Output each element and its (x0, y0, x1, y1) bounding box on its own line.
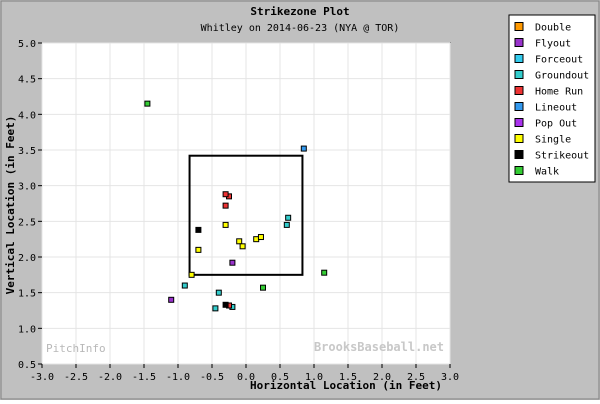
y-tick-labels: 0.5 1.0 1.5 2.0 2.5 3.0 3.5 4.0 4.5 5.0 (18, 39, 42, 371)
x-tick-label: 2.0 (373, 372, 391, 383)
x-tick-labels: -3.0 -2.5 -2.0 -1.5 -1.0 -0.5 0.0 0.5 1.0 1.5 2.0 2… (30, 364, 459, 383)
legend-label: Pop Out (535, 119, 577, 130)
strike-zone-group (188, 154, 304, 276)
y-tick-label: 0.5 (18, 360, 36, 371)
y-tick-label: 2.0 (18, 253, 36, 264)
y-tick-label: 2.5 (18, 217, 36, 228)
pitch-point (253, 236, 260, 243)
pitch-point (181, 282, 188, 289)
legend-label: Home Run (535, 87, 583, 98)
legend-swatch (514, 86, 524, 95)
legend-swatch (514, 150, 524, 159)
x-tick-label: 0.0 (237, 372, 255, 383)
x-tick-label: 1.0 (305, 372, 323, 383)
pitch-point (222, 202, 229, 209)
x-tick-label: -2.5 (64, 372, 88, 383)
y-tick-label: 4.5 (18, 75, 36, 86)
pitch-point (188, 271, 195, 278)
grid (41, 42, 451, 365)
y-axis-label: Vertical Location (in Feet) (4, 116, 17, 295)
pitch-point (222, 191, 229, 198)
legend-swatch (514, 166, 524, 175)
x-tick-label: -1.5 (132, 372, 156, 383)
pitch-point (257, 234, 264, 241)
legend-swatch (514, 118, 524, 127)
pitch-point (321, 269, 328, 276)
pitch-point (260, 284, 266, 291)
x-tick-label: -2.0 (98, 372, 122, 383)
x-tick-label: 2.5 (407, 372, 425, 383)
pitch-point (300, 145, 307, 152)
y-tick-label: 3.5 (18, 146, 36, 157)
legend-label: Lineout (535, 103, 577, 114)
watermark-pitchinfo: PitchInfo (46, 342, 106, 355)
watermark-brooksbaseball: BrooksBaseball.net (314, 340, 444, 354)
pitch-point (212, 305, 219, 312)
pitch-point (222, 221, 229, 228)
legend-label: Single (535, 135, 571, 146)
legend-label: Groundout (535, 71, 589, 82)
legend-label: Walk (535, 167, 559, 178)
pitch-point (229, 259, 236, 266)
watermarks: PitchInfo BrooksBaseball.net (46, 340, 444, 355)
legend-swatch (514, 102, 524, 111)
y-tick-label: 5.0 (18, 39, 36, 50)
pitch-point (168, 296, 175, 303)
chart-subtitle: Whitley on 2014-06-23 (NYA @ TOR) (201, 23, 400, 34)
y-tick-label: 3.0 (18, 182, 36, 193)
x-tick-label: 0.5 (271, 372, 289, 383)
pitch-point (215, 289, 222, 296)
x-tick-label: 1.5 (339, 372, 357, 383)
y-tick-label: 1.0 (18, 324, 36, 335)
x-tick-label: -3.0 (30, 372, 54, 383)
pitch-point (222, 301, 229, 308)
x-axis-label: Horizontal Location (in Feet) (250, 379, 442, 392)
legend-swatch (514, 54, 524, 63)
pitch-point (195, 226, 202, 233)
legend-swatch (514, 70, 524, 79)
legend-swatch (514, 134, 524, 143)
pitch-point (285, 214, 292, 221)
data-points (144, 100, 328, 312)
y-tick-label: 4.0 (18, 110, 36, 121)
x-tick-label: -1.0 (166, 372, 190, 383)
legend-label: Forceout (535, 55, 583, 66)
pitch-point (239, 243, 246, 250)
x-tick-label: -0.5 (200, 372, 224, 383)
legend-label: Flyout (535, 39, 571, 50)
chart-title: Strikezone Plot (250, 5, 349, 18)
pitch-point (144, 100, 151, 107)
legend-swatch (514, 38, 524, 47)
pitch-point (283, 221, 290, 228)
x-tick-label: 3.0 (441, 372, 459, 383)
legend-label: Double (535, 23, 571, 34)
legend: Double Flyout Forceout Groundout Home Run Lin… (508, 14, 596, 183)
legend-label: Strikeout (535, 151, 589, 162)
strike-zone (188, 154, 304, 276)
pitch-point (236, 238, 243, 245)
legend-swatch (514, 22, 524, 31)
y-tick-label: 1.5 (18, 289, 36, 300)
pitch-point (195, 246, 202, 253)
